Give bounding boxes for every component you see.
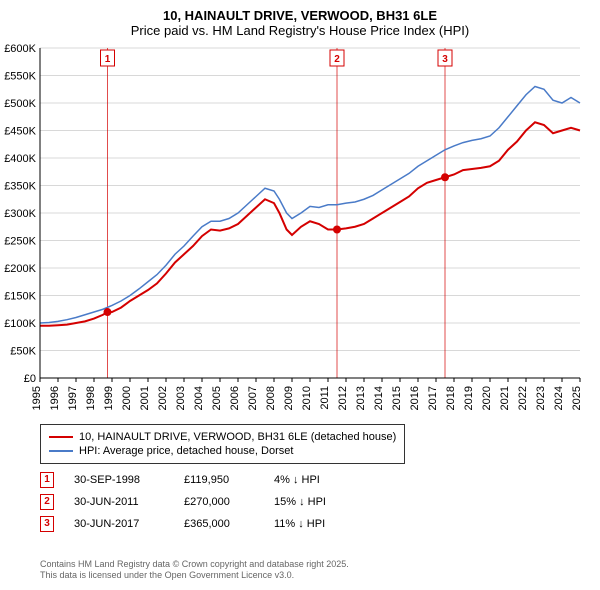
legend-box: 10, HAINAULT DRIVE, VERWOOD, BH31 6LE (d… [40,424,405,464]
footer-line2: This data is licensed under the Open Gov… [40,570,349,582]
x-tick-label: 2018 [445,386,457,410]
x-tick-label: 2004 [193,386,205,410]
y-tick-label: £450K [4,126,36,138]
y-tick-label: £550K [4,71,36,83]
y-tick-label: £0 [24,373,36,385]
y-tick-label: £400K [4,153,36,165]
sale-dot-2 [333,226,341,234]
sale-marker-2: 2 [40,494,54,510]
chart-area: £0£50K£100K£150K£200K£250K£300K£350K£400… [40,48,580,406]
x-tick-label: 2010 [301,386,313,410]
x-tick-label: 1998 [85,386,97,410]
legend-item-price-paid: 10, HAINAULT DRIVE, VERWOOD, BH31 6LE (d… [49,431,396,443]
y-tick-label: £100K [4,318,36,330]
sale-row-1: 1 30-SEP-1998 £119,950 4% ↓ HPI [40,472,354,488]
y-tick-label: £500K [4,98,36,110]
legend-label-hpi: HPI: Average price, detached house, Dors… [79,445,293,457]
x-tick-label: 2002 [157,386,169,410]
x-tick-label: 2017 [427,386,439,410]
x-tick-label: 2008 [265,386,277,410]
x-tick-label: 1996 [49,386,61,410]
sale-price: £119,950 [184,474,254,486]
chart-marker-1: 1 [105,54,111,65]
legend-swatch-price-paid [49,436,73,438]
legend-item-hpi: HPI: Average price, detached house, Dors… [49,445,396,457]
title-address: 10, HAINAULT DRIVE, VERWOOD, BH31 6LE [0,8,600,23]
series-hpi [40,87,580,324]
sale-dot-1 [104,308,112,316]
x-tick-label: 1999 [103,386,115,410]
y-tick-label: £350K [4,181,36,193]
x-tick-label: 2011 [319,386,331,410]
x-tick-label: 2022 [517,386,529,410]
footer-line1: Contains HM Land Registry data © Crown c… [40,559,349,571]
chart-container: 10, HAINAULT DRIVE, VERWOOD, BH31 6LE Pr… [0,0,600,590]
x-tick-label: 1995 [31,386,43,410]
x-tick-label: 2009 [283,386,295,410]
sale-pct: 11% ↓ HPI [274,518,354,530]
sale-pct: 15% ↓ HPI [274,496,354,508]
title-subtitle: Price paid vs. HM Land Registry's House … [0,23,600,38]
chart-marker-2: 2 [334,54,340,65]
sale-pct: 4% ↓ HPI [274,474,354,486]
x-tick-label: 2007 [247,386,259,410]
x-tick-label: 2025 [571,386,583,410]
x-tick-label: 2014 [373,386,385,410]
x-tick-label: 2013 [355,386,367,410]
chart-svg: £0£50K£100K£150K£200K£250K£300K£350K£400… [40,48,580,406]
x-tick-label: 2012 [337,386,349,410]
x-tick-label: 2006 [229,386,241,410]
sale-date: 30-JUN-2017 [74,518,164,530]
sale-marker-1: 1 [40,472,54,488]
y-tick-label: £150K [4,291,36,303]
x-tick-label: 2015 [391,386,403,410]
x-tick-label: 2023 [535,386,547,410]
y-tick-label: £300K [4,208,36,220]
sale-date: 30-JUN-2011 [74,496,164,508]
legend-label-price-paid: 10, HAINAULT DRIVE, VERWOOD, BH31 6LE (d… [79,431,396,443]
chart-marker-3: 3 [442,54,448,65]
sale-row-3: 3 30-JUN-2017 £365,000 11% ↓ HPI [40,516,354,532]
sale-marker-3: 3 [40,516,54,532]
x-tick-label: 1997 [67,386,79,410]
y-tick-label: £200K [4,263,36,275]
x-tick-label: 2019 [463,386,475,410]
sale-date: 30-SEP-1998 [74,474,164,486]
x-tick-label: 2001 [139,386,151,410]
y-tick-label: £600K [4,43,36,55]
x-tick-label: 2016 [409,386,421,410]
x-tick-label: 2000 [121,386,133,410]
sale-price: £270,000 [184,496,254,508]
y-tick-label: £250K [4,236,36,248]
sale-dot-3 [441,173,449,181]
x-tick-label: 2005 [211,386,223,410]
x-tick-label: 2003 [175,386,187,410]
sale-row-2: 2 30-JUN-2011 £270,000 15% ↓ HPI [40,494,354,510]
sale-price: £365,000 [184,518,254,530]
sales-table: 1 30-SEP-1998 £119,950 4% ↓ HPI 2 30-JUN-2011… [40,472,354,538]
x-tick-label: 2020 [481,386,493,410]
legend-swatch-hpi [49,450,73,452]
x-tick-label: 2021 [499,386,511,410]
title-block: 10, HAINAULT DRIVE, VERWOOD, BH31 6LE Pr… [0,0,600,42]
x-tick-label: 2024 [553,386,565,410]
y-tick-label: £50K [10,346,36,358]
footer: Contains HM Land Registry data © Crown c… [40,559,349,582]
